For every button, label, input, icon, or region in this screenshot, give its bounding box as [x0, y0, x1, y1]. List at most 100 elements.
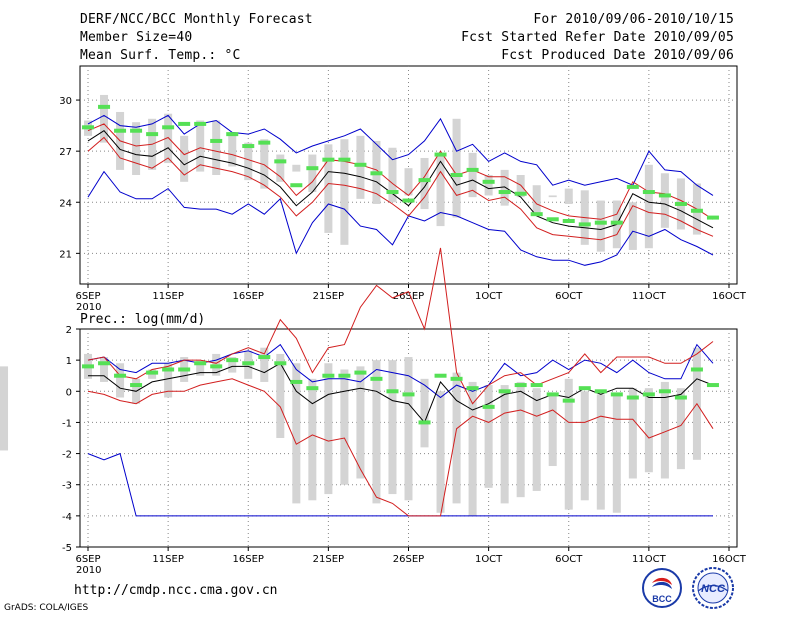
year-label: 2010	[76, 302, 101, 313]
ensemble-spread-box	[308, 154, 317, 193]
observed-marker	[322, 373, 335, 378]
observed-marker	[658, 389, 671, 394]
observed-marker	[674, 201, 687, 206]
observed-marker	[434, 373, 447, 378]
ensemble-spread-box	[468, 152, 477, 198]
observed-marker	[386, 190, 399, 195]
observed-marker	[226, 132, 239, 137]
observed-marker	[450, 173, 463, 177]
observed-marker	[226, 358, 239, 363]
ensemble-spread-box	[356, 135, 365, 199]
x-tick-label: 16SEP	[233, 554, 264, 565]
ensemble-spread-box	[564, 188, 573, 204]
ensemble-mean-line	[88, 362, 714, 424]
observed-marker	[434, 152, 447, 157]
y-tick-label: -4	[62, 512, 72, 523]
observed-marker	[162, 367, 175, 372]
observed-marker	[354, 162, 367, 167]
observed-marker	[578, 222, 591, 227]
observed-marker	[610, 220, 623, 225]
ensemble-spread-box	[420, 157, 429, 210]
lower-spread-line	[87, 136, 714, 241]
x-tick-label: 1OCT	[475, 291, 503, 302]
observed-marker	[690, 367, 703, 372]
lower-spread-line	[87, 378, 714, 517]
ensemble-spread-box	[500, 385, 509, 504]
ensemble-spread-box	[132, 122, 141, 175]
x-tick-label: 11SEP	[152, 291, 183, 302]
observed-marker	[386, 389, 399, 394]
ensemble-spread-box	[212, 120, 221, 175]
observed-marker	[178, 367, 191, 372]
observed-marker	[594, 220, 607, 225]
ensemble-spread-box	[388, 360, 397, 495]
temperature-panel: 21 24 27 30 6SEP 11SEP 16SEP 21SEP 26SEP 1OCT 6OCT…	[59, 65, 747, 313]
observed-marker	[322, 157, 335, 162]
observed-marker	[114, 373, 127, 378]
ensemble-spread-box	[468, 381, 477, 516]
x-tick-label: 26SEP	[393, 291, 424, 302]
observed-marker	[162, 125, 175, 130]
ensemble-spread-box	[260, 139, 269, 189]
ensemble-spread-box	[340, 139, 349, 245]
observed-marker	[194, 121, 207, 126]
ensemble-spread-box	[228, 132, 237, 167]
ensemble-spread-box	[404, 168, 413, 196]
observed-marker	[130, 128, 143, 133]
ensemble-spread-box	[532, 185, 541, 215]
ensemble-spread-box	[484, 175, 493, 196]
ensemble-spread-box	[180, 135, 189, 182]
panel-title: Prec.: log(mm/d)	[80, 312, 205, 327]
ensemble-spread-box	[356, 366, 365, 479]
ensemble-spread-box	[500, 169, 509, 206]
observed-marker	[546, 392, 559, 397]
observed-marker	[530, 383, 543, 388]
observed-marker	[562, 218, 575, 223]
ensemble-spread-box	[628, 388, 637, 479]
variable-label: Mean Surf. Temp.: °C	[80, 48, 241, 63]
observed-marker	[466, 167, 479, 172]
observed-marker	[258, 140, 271, 145]
y-tick-label: 27	[59, 147, 72, 158]
ensemble-spread-box	[100, 357, 109, 382]
x-tick-label: 21SEP	[313, 291, 344, 302]
website-url[interactable]: http://cmdp.ncc.cma.gov.cn	[74, 583, 278, 598]
observed-marker	[306, 386, 319, 391]
ensemble-spread-box	[100, 94, 109, 143]
ensemble-spread-box	[292, 363, 301, 504]
observed-marker	[338, 157, 351, 162]
observed-marker	[418, 420, 431, 425]
observed-marker	[562, 398, 575, 403]
y-tick-label: 0	[66, 387, 72, 398]
observed-marker	[274, 361, 287, 366]
x-tick-label: 11SEP	[152, 554, 183, 565]
observed-marker	[498, 190, 511, 195]
ensemble-spread-box	[516, 381, 525, 498]
bcc-logo-text: BCC	[652, 594, 672, 604]
observed-marker	[178, 121, 191, 126]
ensemble-spread-box	[404, 357, 413, 501]
ensemble-spread-box	[452, 372, 461, 504]
y-tick-label: 1	[66, 356, 72, 367]
x-tick-label: 6OCT	[555, 554, 583, 565]
ensemble-spread-box	[676, 388, 685, 470]
ensemble-spread-box	[660, 173, 669, 228]
observed-marker	[626, 395, 639, 400]
observed-marker	[450, 376, 463, 381]
ensemble-mean-line	[87, 130, 714, 231]
lowest-envelope-line	[87, 170, 714, 266]
observed-marker	[370, 171, 383, 176]
observed-marker	[546, 217, 559, 222]
y-tick-label: 30	[59, 96, 72, 107]
ensemble-spread-box	[228, 357, 237, 373]
observed-marker	[418, 178, 431, 183]
observed-marker	[146, 370, 159, 375]
ensemble-spread-box	[388, 147, 397, 203]
observed-marker	[146, 132, 159, 137]
ensemble-spread-box	[436, 152, 445, 227]
ensemble-spread-box	[116, 363, 125, 398]
upper-envelope-line	[87, 343, 714, 399]
member-size-label: Member Size=40	[80, 30, 193, 45]
ensemble-spread-box	[580, 391, 589, 501]
